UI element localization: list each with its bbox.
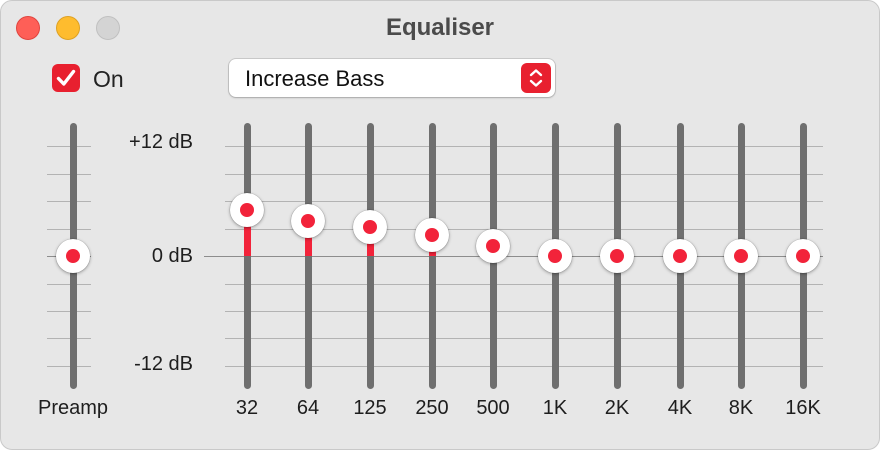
band-scale-tick [225,201,823,202]
band-64-slider-knob[interactable] [291,204,325,239]
preamp-scale-tick [47,284,91,285]
band-64-slider-label: 64 [296,397,320,419]
zoom-window-button[interactable] [96,16,120,40]
band-1k-slider-label: 1K [542,397,568,419]
preamp-scale-tick [47,338,91,339]
band-16k-slider-label: 16K [785,397,821,419]
band-scale-tick [225,338,823,339]
band-125-slider-label: 125 [353,397,387,419]
band-scale-tick [225,229,823,230]
band-4k-slider-label: 4K [667,397,693,419]
band-scale-tick [225,311,823,312]
preamp-slider-label: Preamp [37,397,109,419]
band-64-slider-track[interactable] [304,123,312,389]
band-2k-slider-label: 2K [604,397,630,419]
band-scale-tick [225,284,823,285]
band-125-slider-knob[interactable] [353,209,387,244]
band-scale-tick [225,366,823,367]
band-32-slider-track[interactable] [243,123,251,389]
preset-stepper[interactable] [521,63,551,93]
band-250-slider-track[interactable] [428,123,436,389]
band-250-slider-knob[interactable] [415,217,449,252]
preamp-slider-knob[interactable] [56,239,90,273]
preset-select[interactable]: Increase Bass [229,59,555,97]
band-8k-slider-knob[interactable] [724,239,758,273]
band-4k-slider-knob[interactable] [663,239,697,273]
on-label[interactable]: On [93,66,124,92]
band-scale-tick [225,146,823,147]
preamp-scale-tick [47,311,91,312]
window-title: Equaliser [385,14,495,41]
db-zero-label: 0 dB [151,245,193,267]
band-16k-slider-knob[interactable] [786,239,820,273]
band-scale-tick [225,174,823,175]
band-32-slider-knob[interactable] [230,193,264,228]
title-bar: Equaliser [1,1,879,53]
preamp-scale-tick [47,174,91,175]
close-window-button[interactable] [16,16,40,40]
band-zero-line [204,256,823,257]
band-250-slider-label: 250 [415,397,449,419]
up-down-chevron-icon [529,69,543,87]
band-500-slider-knob[interactable] [476,228,510,263]
preamp-scale-tick [47,146,91,147]
preamp-scale-tick [47,366,91,367]
minimize-window-button[interactable] [56,16,80,40]
band-64-slider-gain-fill [304,221,312,256]
band-500-slider-label: 500 [476,397,510,419]
band-125-slider-track[interactable] [366,123,374,389]
band-32-slider-gain-fill [243,210,251,256]
preamp-scale-tick [47,201,91,202]
band-1k-slider-knob[interactable] [538,239,572,273]
checkmark-icon [56,69,76,86]
db-min-label: -12 dB [134,353,193,375]
preamp-scale-tick [47,229,91,230]
band-8k-slider-label: 8K [728,397,754,419]
db-max-label: +12 dB [129,131,193,153]
band-32-slider-label: 32 [235,397,259,419]
band-2k-slider-knob[interactable] [600,239,634,273]
preset-value: Increase Bass [245,66,385,91]
on-checkbox[interactable] [52,64,80,92]
